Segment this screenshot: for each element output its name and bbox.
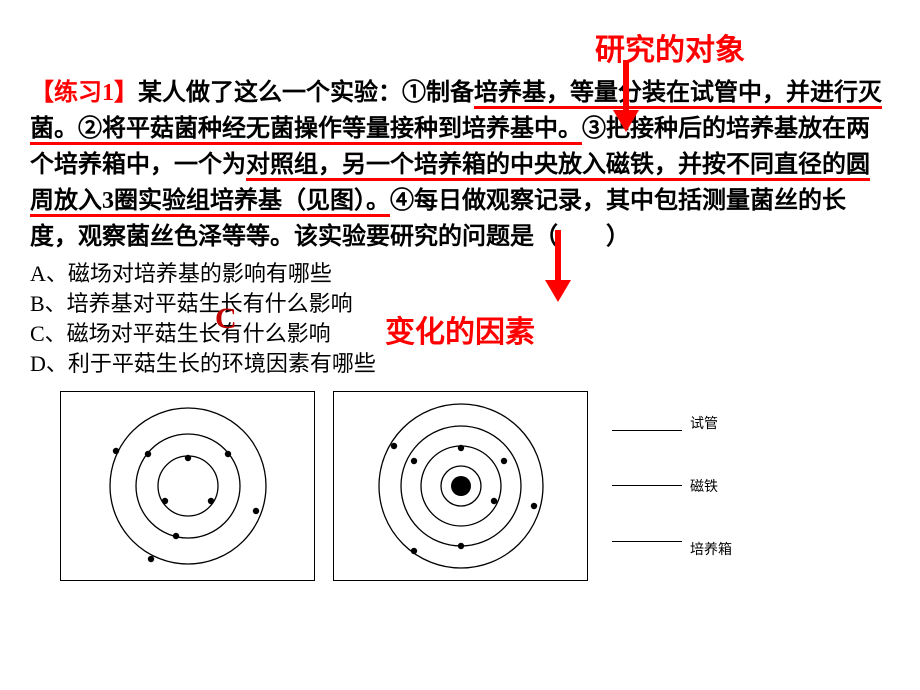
- legend-tube-label: 试管: [690, 413, 718, 433]
- legend-magnet: 磁铁: [612, 476, 732, 496]
- figure-control: [60, 391, 315, 581]
- option-d: D、利于平菇生长的环境因素有哪些: [30, 349, 890, 379]
- legend-incubator: 培养箱: [612, 539, 732, 559]
- label-factor: 变化的因素: [385, 307, 535, 351]
- exercise-tag: 【练习1】: [30, 80, 138, 106]
- figures-row: 试管 磁铁 培养箱: [60, 391, 890, 581]
- label-subject: 研究的对象: [595, 25, 745, 69]
- answer-letter: C: [215, 302, 237, 336]
- legend-magnet-label: 磁铁: [690, 476, 718, 496]
- legend-tube: 试管: [612, 413, 732, 433]
- body-prefix: 某人做了这么一个实验：①制备: [138, 80, 474, 106]
- figure-experiment: [333, 391, 588, 581]
- option-a: A、磁场对培养基的影响有哪些: [30, 259, 890, 289]
- figure-legend: 试管 磁铁 培养箱: [606, 391, 732, 581]
- exercise-body: 【练习1】某人做了这么一个实验：①制备培养基，等量分装在试管中，并进行灭菌。②将…: [30, 75, 890, 255]
- legend-incubator-label: 培养箱: [690, 539, 732, 559]
